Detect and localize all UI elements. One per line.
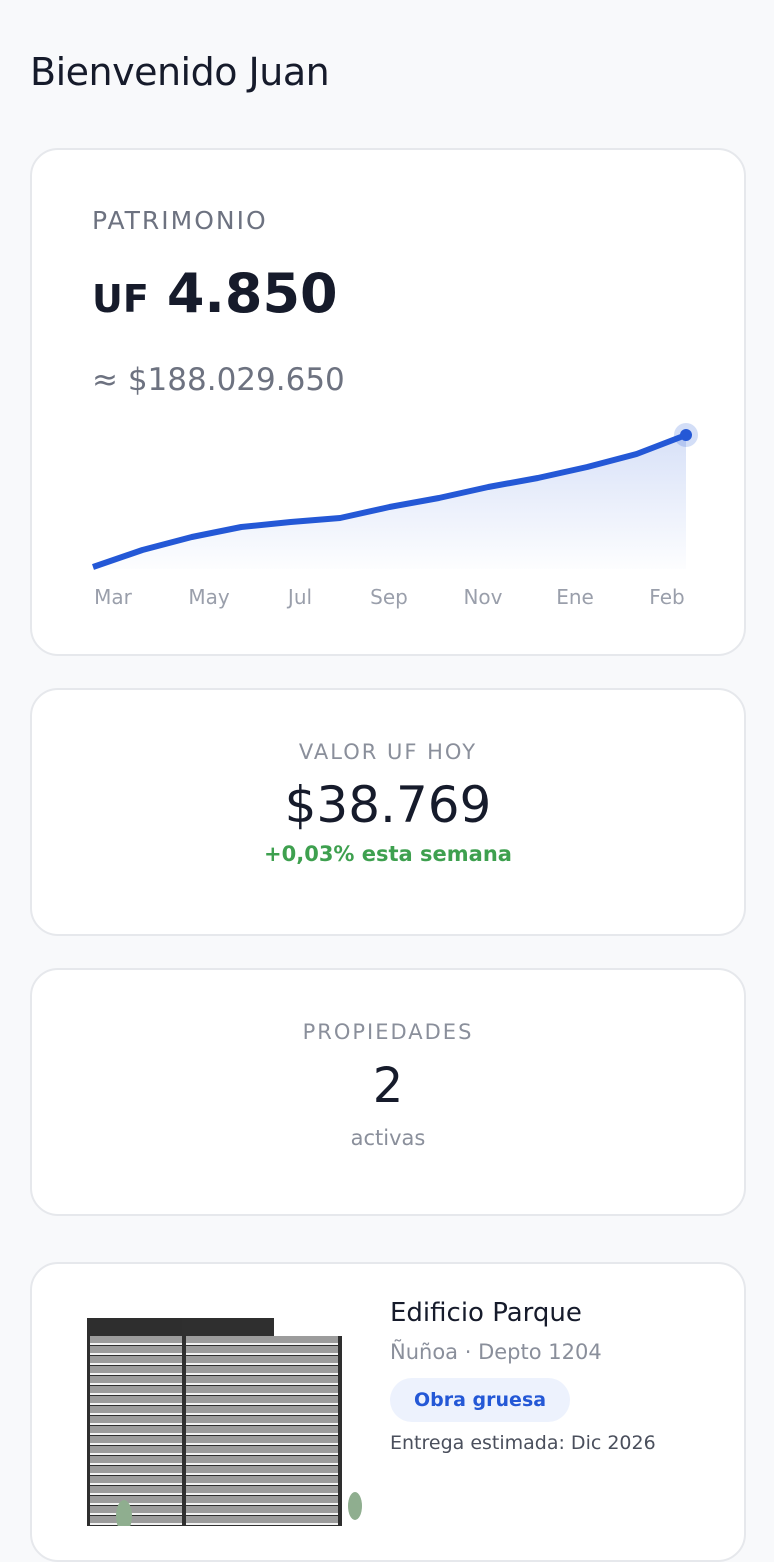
- patrimonio-card[interactable]: PATRIMONIO UF 4.850 ≈ $188.029.650 Mar May…: [30, 148, 746, 656]
- property-delivery: Entrega estimada: Dic 2026: [390, 1432, 656, 1454]
- uf-change: +0,03% esta semana: [264, 842, 512, 866]
- propiedades-count: 2: [372, 1058, 404, 1114]
- chart-last-point: [680, 429, 692, 441]
- chart-area: [93, 435, 686, 569]
- uf-value: $38.769: [284, 776, 492, 834]
- property-location: Ñuñoa · Depto 1204: [390, 1340, 602, 1364]
- patrimonio-chart: Mar May Jul Sep Nov Ene Feb: [92, 423, 698, 609]
- propiedades-label: PROPIEDADES: [302, 1020, 474, 1044]
- propiedades-card[interactable]: PROPIEDADES 2 activas: [30, 968, 746, 1216]
- property-card[interactable]: Edificio Parque Ñuñoa · Depto 1204 Obra …: [30, 1262, 746, 1562]
- x-tick-label: Mar: [94, 585, 133, 609]
- patrimonio-value: UF 4.850: [92, 262, 338, 325]
- uf-label: VALOR UF HOY: [298, 740, 478, 764]
- x-tick-label: Ene: [556, 585, 594, 609]
- propiedades-sub: activas: [350, 1126, 426, 1150]
- patrimonio-clp: ≈ $188.029.650: [92, 362, 345, 398]
- x-tick-label: Jul: [286, 585, 312, 609]
- patrimonio-label: PATRIMONIO: [92, 206, 268, 235]
- chart-line: [92, 432, 688, 570]
- building-image: [87, 1318, 362, 1526]
- uf-card: VALOR UF HOY $38.769 +0,03% esta semana: [30, 688, 746, 936]
- page-title: Bienvenido Juan: [30, 50, 330, 94]
- x-tick-label: Nov: [463, 585, 502, 609]
- x-tick-label: Feb: [649, 585, 684, 609]
- status-badge: Obra gruesa: [390, 1378, 571, 1422]
- x-tick-label: May: [188, 585, 230, 609]
- x-tick-label: Sep: [370, 585, 408, 609]
- property-name: Edificio Parque: [390, 1298, 582, 1328]
